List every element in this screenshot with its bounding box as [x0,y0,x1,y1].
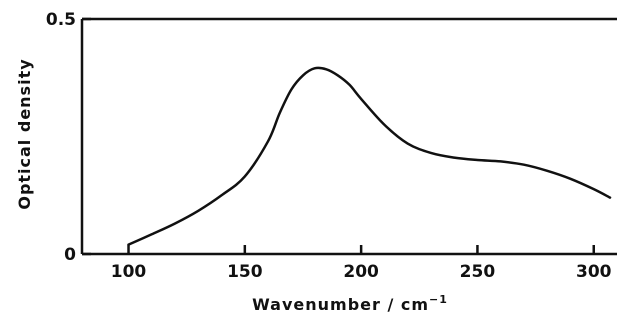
y-tick-label: 0.5 [46,10,76,30]
x-tick-label: 250 [460,262,496,282]
series-group [127,66,612,246]
x-tick-label: 200 [343,262,379,282]
axes [80,17,617,256]
x-tick-label: 100 [111,262,147,282]
ticks: 100 150 200 250 300 0 0.5 [46,10,612,282]
y-axis-label: Optical density [15,58,34,209]
x-tick-label: 150 [227,262,263,282]
x-tick-label: 300 [576,262,612,282]
series-line [127,66,612,246]
y-tick-label: 0 [64,245,76,265]
x-axis-label: Wavenumber / cm−1 [252,293,448,314]
